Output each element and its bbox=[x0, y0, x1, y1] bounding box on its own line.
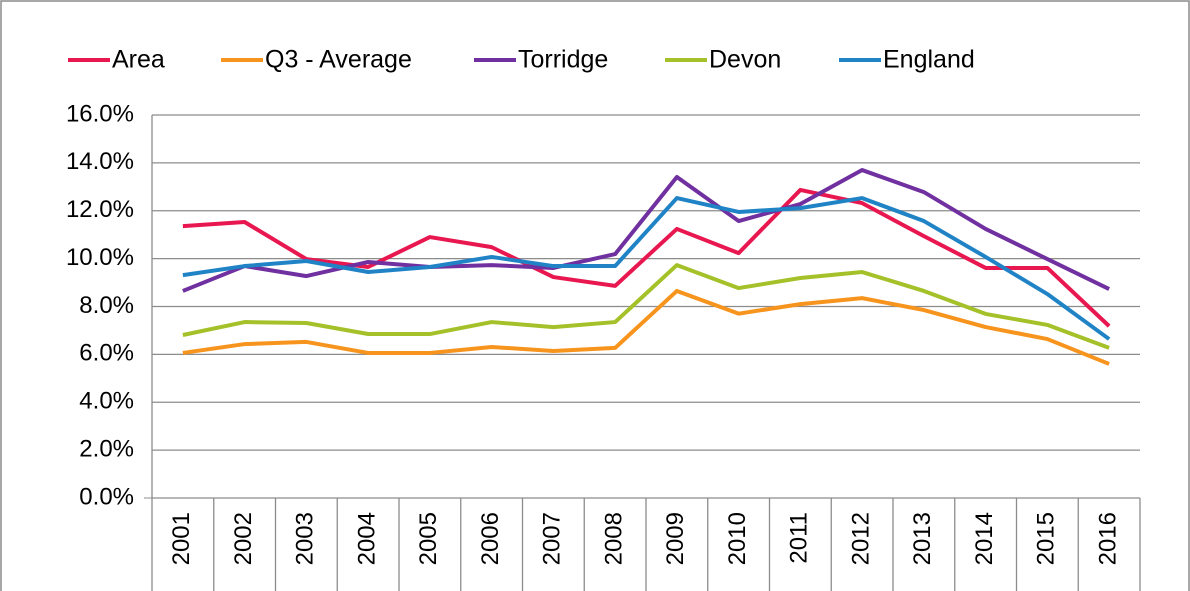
y-tick-label: 2.0% bbox=[79, 435, 134, 462]
y-tick-label: 8.0% bbox=[79, 292, 134, 319]
legend-label: Devon bbox=[709, 46, 781, 74]
legend-label: Area bbox=[112, 46, 165, 74]
x-tick-label: 2009 bbox=[662, 512, 689, 565]
y-tick-label: 6.0% bbox=[79, 340, 134, 367]
legend-label: Q3 - Average bbox=[265, 46, 412, 74]
y-tick-label: 0.0% bbox=[79, 483, 134, 510]
y-tick-label: 12.0% bbox=[66, 196, 134, 223]
legend-label: Torridge bbox=[518, 46, 608, 74]
x-tick-label: 2002 bbox=[230, 512, 257, 565]
x-tick-label: 2012 bbox=[847, 512, 874, 565]
series-line bbox=[182, 196, 1111, 341]
x-tick-label: 2016 bbox=[1094, 512, 1121, 565]
x-tick-label: 2011 bbox=[786, 512, 813, 564]
series-line bbox=[182, 263, 1110, 350]
series-line bbox=[182, 288, 1110, 366]
x-tick-label: 2003 bbox=[292, 512, 319, 565]
series-line bbox=[182, 168, 1111, 293]
y-tick-label: 10.0% bbox=[66, 244, 134, 271]
x-tick-label: 2010 bbox=[724, 512, 751, 565]
x-tick-label: 2014 bbox=[971, 512, 998, 565]
y-tick-label: 4.0% bbox=[79, 388, 134, 415]
x-tick-label: 2005 bbox=[415, 512, 442, 565]
x-tick-label: 2006 bbox=[477, 512, 504, 565]
x-tick-label: 2001 bbox=[168, 512, 195, 565]
y-tick-label: 14.0% bbox=[66, 148, 134, 175]
x-tick-label: 2004 bbox=[353, 512, 380, 565]
y-tick-label: 16.0% bbox=[66, 100, 134, 127]
x-tick-label: 2013 bbox=[909, 512, 936, 565]
series-line bbox=[182, 187, 1111, 328]
x-tick-label: 2015 bbox=[1033, 512, 1060, 565]
x-tick-label: 2008 bbox=[600, 512, 627, 565]
legend-label: England bbox=[883, 46, 975, 74]
x-tick-label: 2007 bbox=[539, 512, 566, 565]
